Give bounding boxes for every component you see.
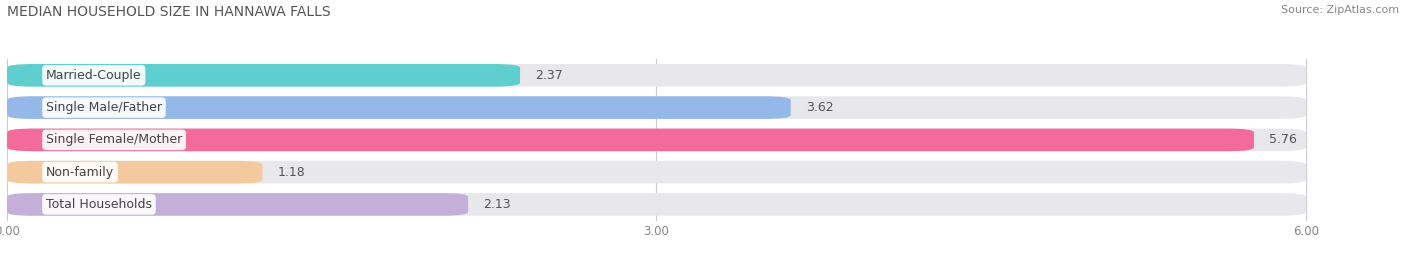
Text: 2.13: 2.13	[484, 198, 510, 211]
Text: Single Male/Father: Single Male/Father	[46, 101, 162, 114]
Text: 1.18: 1.18	[277, 166, 305, 179]
Text: Source: ZipAtlas.com: Source: ZipAtlas.com	[1281, 5, 1399, 15]
FancyBboxPatch shape	[7, 96, 1306, 119]
Text: Married-Couple: Married-Couple	[46, 69, 142, 82]
FancyBboxPatch shape	[7, 64, 1306, 87]
FancyBboxPatch shape	[7, 64, 520, 87]
Text: Non-family: Non-family	[46, 166, 114, 179]
FancyBboxPatch shape	[7, 161, 1306, 183]
FancyBboxPatch shape	[7, 161, 263, 183]
Text: Total Households: Total Households	[46, 198, 152, 211]
Text: MEDIAN HOUSEHOLD SIZE IN HANNAWA FALLS: MEDIAN HOUSEHOLD SIZE IN HANNAWA FALLS	[7, 5, 330, 19]
Text: 5.76: 5.76	[1270, 133, 1296, 146]
Text: 2.37: 2.37	[536, 69, 562, 82]
FancyBboxPatch shape	[7, 129, 1306, 151]
FancyBboxPatch shape	[7, 96, 790, 119]
FancyBboxPatch shape	[7, 129, 1254, 151]
Text: 3.62: 3.62	[806, 101, 834, 114]
FancyBboxPatch shape	[7, 193, 468, 216]
Text: Single Female/Mother: Single Female/Mother	[46, 133, 183, 146]
FancyBboxPatch shape	[7, 193, 1306, 216]
